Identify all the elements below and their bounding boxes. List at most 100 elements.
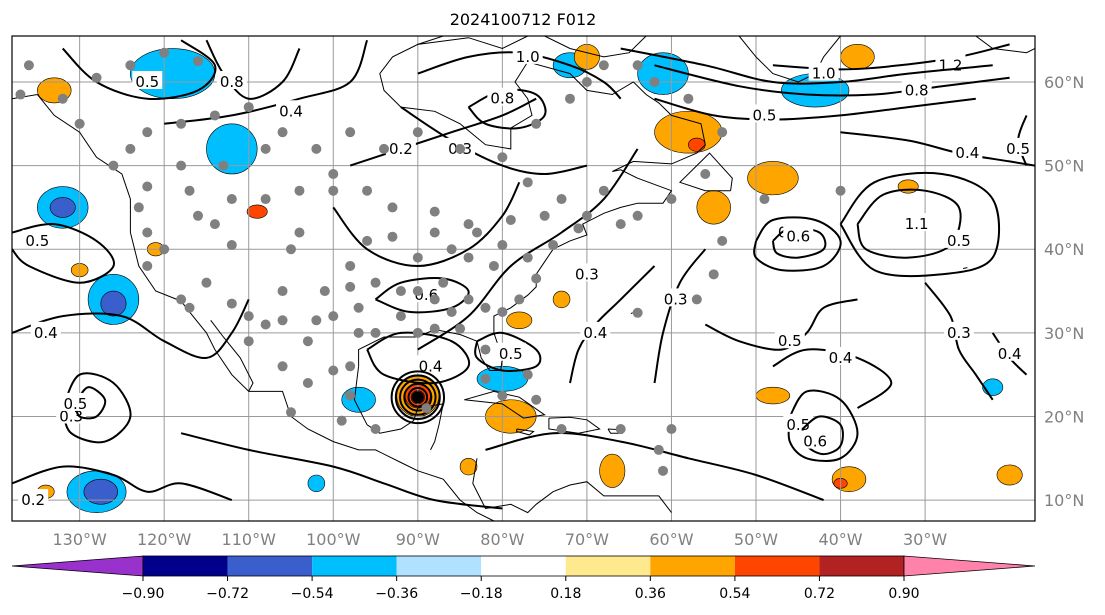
station-dot — [370, 327, 381, 338]
contour-line — [654, 64, 1010, 97]
station-dot — [294, 227, 305, 238]
coastline — [962, 267, 968, 269]
contour-label: 1.0 — [516, 48, 540, 66]
contour-label-background — [276, 100, 306, 119]
contour-label: 0.6 — [803, 433, 827, 451]
colorbar-extend-low — [11, 555, 144, 577]
station-dot — [556, 424, 567, 435]
contour-line — [12, 223, 115, 284]
station-dot — [159, 244, 170, 255]
station-dot — [277, 286, 288, 297]
latitude-tick-labels: 10°N 20°N 30°N 40°N 50°N 60°N — [1044, 73, 1084, 510]
contour-line — [753, 216, 842, 272]
colorbar-extend-high — [903, 555, 1036, 577]
contour-label: 0.3 — [575, 265, 599, 283]
station-dot — [666, 424, 677, 435]
station-dot — [717, 127, 728, 138]
contour-label-background — [512, 45, 543, 64]
colorbar-tick-label: −0.18 — [460, 586, 503, 602]
shaded-region — [747, 161, 799, 196]
station-dot — [226, 194, 237, 205]
shaded-region — [637, 52, 689, 95]
station-dot — [286, 407, 296, 418]
contour-label: 0.4 — [829, 349, 853, 367]
station-dot — [700, 168, 711, 179]
station-dot — [598, 185, 609, 196]
coastline — [353, 366, 444, 451]
station-dot — [455, 143, 466, 154]
contour-label: 0.4 — [34, 324, 58, 342]
contour-line — [787, 389, 859, 462]
station-dot — [328, 185, 339, 196]
station-dot — [480, 302, 491, 313]
shaded-region — [552, 290, 571, 309]
contour-label: 0.5 — [786, 416, 810, 434]
station-dot — [260, 319, 271, 330]
contour-label: 0.3 — [664, 290, 688, 308]
station-dot — [522, 177, 533, 188]
station-dot — [438, 277, 449, 288]
shaded-region — [996, 464, 1023, 486]
station-dot — [522, 369, 533, 380]
colorbar-segment — [143, 556, 228, 576]
station-dot — [497, 306, 508, 317]
coastline — [548, 416, 601, 434]
station-dot — [91, 72, 102, 83]
contour-label-background — [943, 321, 974, 340]
station-dot — [345, 361, 356, 372]
longitude-tick-label: 110°W — [222, 530, 277, 549]
coastline — [544, 36, 647, 58]
station-dot — [209, 110, 220, 121]
contour-label-background — [580, 321, 611, 340]
colorbar-segment — [734, 556, 820, 576]
station-dot — [345, 281, 356, 292]
station-dot — [243, 336, 254, 347]
shaded-region — [599, 453, 626, 488]
longitude-tick-label: 60°W — [649, 530, 693, 549]
shaded-region — [840, 44, 875, 70]
station-dot — [395, 311, 406, 322]
contour-label: 0.2 — [389, 140, 413, 158]
station-dot — [653, 444, 664, 455]
station-dot — [548, 240, 559, 251]
station-dot — [142, 181, 153, 192]
colorbar-tick-label: 0.72 — [804, 586, 835, 602]
contour-label-background — [216, 70, 247, 89]
station-dot — [387, 202, 398, 213]
colorbar-tick-label: 0.90 — [888, 586, 919, 602]
contour-line — [653, 248, 707, 384]
contour-line — [374, 277, 470, 314]
figure-title: 2024100712 F012 — [450, 10, 597, 29]
shaded-region — [206, 123, 258, 175]
station-dot — [370, 277, 381, 288]
station-dot — [57, 93, 68, 104]
station-dot — [311, 315, 322, 326]
coastline — [210, 319, 254, 392]
contour-line — [61, 372, 132, 444]
hurricane-eye — [413, 393, 422, 402]
colorbar-segment — [396, 556, 482, 576]
station-dot — [531, 394, 542, 405]
contour-label-background — [994, 342, 1025, 361]
shaded-region — [897, 179, 919, 194]
station-dot — [260, 194, 271, 205]
station-dot — [184, 302, 195, 313]
shaded-region — [246, 204, 268, 219]
contour-label: 0.5 — [753, 106, 777, 124]
station-dot — [412, 327, 423, 338]
colorbar-tick-label: 0.18 — [550, 586, 581, 602]
contour-line — [332, 181, 521, 268]
station-dot — [218, 160, 229, 171]
station-dot — [412, 252, 423, 263]
shaded-region — [83, 478, 118, 505]
colorbar-segment — [312, 556, 397, 576]
station-dot — [379, 143, 389, 154]
contour-label-background — [952, 142, 983, 161]
station-dot — [446, 244, 457, 255]
station-dot — [531, 118, 542, 129]
contour-label: 0.6 — [786, 228, 810, 246]
contour-line — [205, 39, 301, 100]
station-dot — [615, 424, 626, 435]
station-dot — [345, 127, 356, 138]
